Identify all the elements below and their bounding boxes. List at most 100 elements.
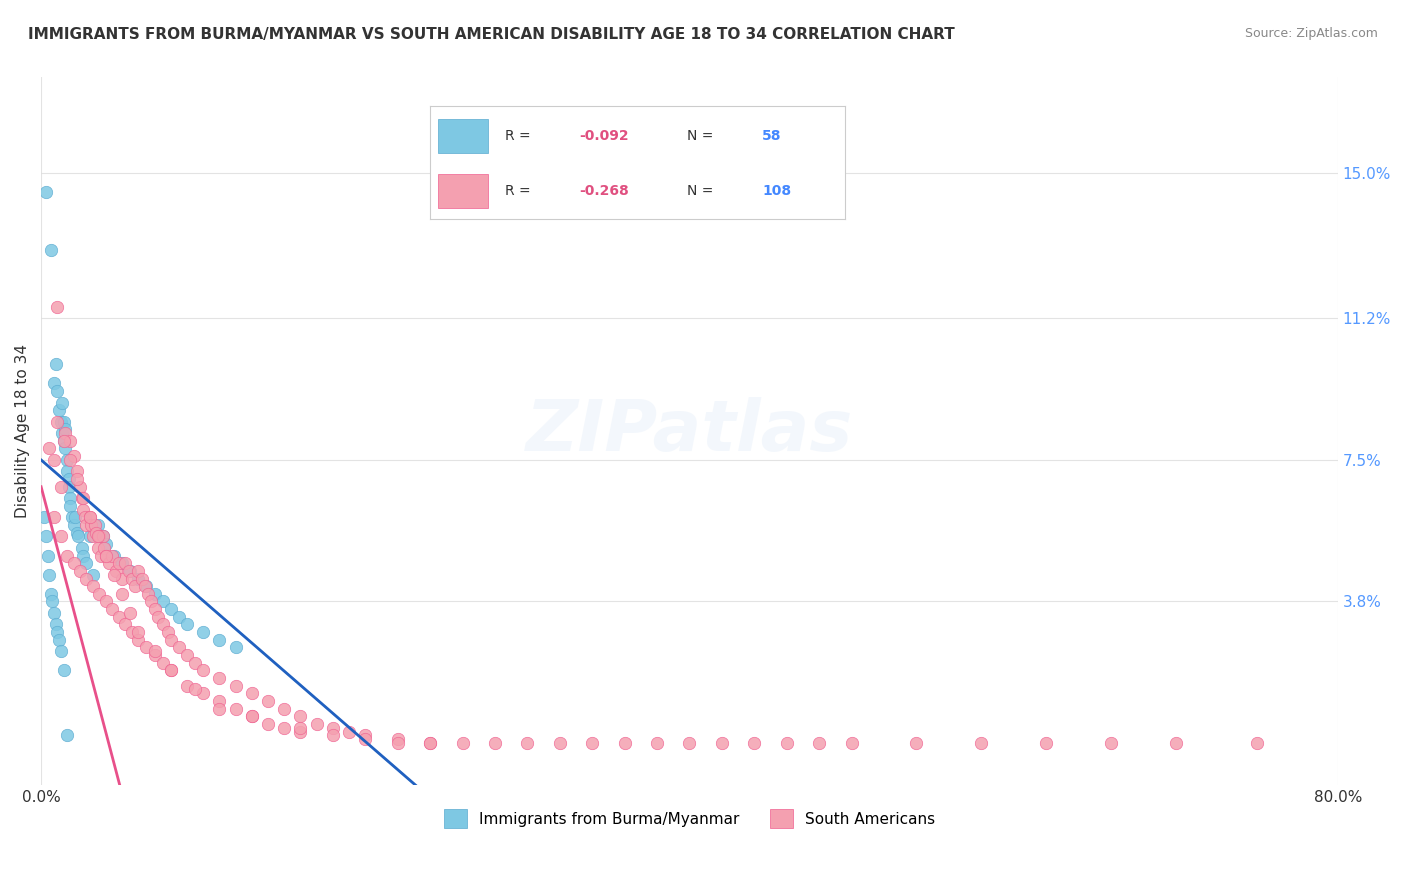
Point <box>111 572 134 586</box>
Point <box>66 465 89 479</box>
Point <box>136 587 159 601</box>
Point <box>273 701 295 715</box>
Point <box>82 579 104 593</box>
Point <box>39 587 62 601</box>
Point <box>111 587 134 601</box>
Point <box>127 572 149 586</box>
Point <box>152 617 174 632</box>
Point <box>225 701 247 715</box>
Point <box>581 736 603 750</box>
Point <box>135 640 157 655</box>
Point <box>49 480 72 494</box>
Point <box>193 663 215 677</box>
Point <box>127 625 149 640</box>
Point <box>66 525 89 540</box>
Point <box>70 541 93 555</box>
Point <box>101 549 124 563</box>
Point <box>208 632 231 647</box>
Point <box>290 709 312 723</box>
Point <box>451 736 474 750</box>
Point <box>52 434 75 448</box>
Point <box>127 632 149 647</box>
Point <box>108 609 131 624</box>
Point <box>38 442 60 456</box>
Point <box>51 395 73 409</box>
Point <box>101 602 124 616</box>
Point <box>322 721 344 735</box>
Point <box>548 736 571 750</box>
Point <box>83 518 105 533</box>
Point <box>159 632 181 647</box>
Point <box>104 564 127 578</box>
Point <box>387 736 409 750</box>
Point <box>176 648 198 662</box>
Point <box>184 682 207 697</box>
Point <box>176 679 198 693</box>
Point <box>305 717 328 731</box>
Point <box>114 617 136 632</box>
Point <box>38 567 60 582</box>
Point <box>35 185 58 199</box>
Point <box>58 480 80 494</box>
Point <box>59 499 82 513</box>
Point <box>516 736 538 750</box>
Point <box>72 549 94 563</box>
Point <box>87 541 110 555</box>
Point <box>69 564 91 578</box>
Point <box>124 579 146 593</box>
Point <box>69 480 91 494</box>
Point <box>841 736 863 750</box>
Point <box>58 472 80 486</box>
Point <box>45 357 67 371</box>
Point <box>1035 736 1057 750</box>
Point <box>159 602 181 616</box>
Point <box>42 606 65 620</box>
Point <box>970 736 993 750</box>
Point <box>94 549 117 563</box>
Point <box>52 415 75 429</box>
Y-axis label: Disability Age 18 to 34: Disability Age 18 to 34 <box>15 344 30 518</box>
Point <box>59 453 82 467</box>
Point <box>52 663 75 677</box>
Point <box>613 736 636 750</box>
Point <box>46 300 69 314</box>
Point <box>146 609 169 624</box>
Point <box>143 587 166 601</box>
Point <box>98 556 121 570</box>
Point <box>742 736 765 750</box>
Point <box>1164 736 1187 750</box>
Point <box>184 656 207 670</box>
Point <box>80 518 103 533</box>
Text: Source: ZipAtlas.com: Source: ZipAtlas.com <box>1244 27 1378 40</box>
Point <box>76 518 98 533</box>
Point <box>176 617 198 632</box>
Point <box>60 510 83 524</box>
Point <box>82 567 104 582</box>
Point <box>111 556 134 570</box>
Point <box>240 686 263 700</box>
Point <box>152 656 174 670</box>
Point <box>46 415 69 429</box>
Legend: Immigrants from Burma/Myanmar, South Americans: Immigrants from Burma/Myanmar, South Ame… <box>437 803 941 834</box>
Point <box>678 736 700 750</box>
Point <box>89 587 111 601</box>
Point <box>131 572 153 586</box>
Point <box>46 384 69 398</box>
Point <box>354 728 377 742</box>
Point <box>710 736 733 750</box>
Point <box>72 491 94 506</box>
Point <box>108 556 131 570</box>
Point <box>72 502 94 516</box>
Point <box>46 625 69 640</box>
Point <box>84 525 107 540</box>
Point <box>159 663 181 677</box>
Point <box>120 564 142 578</box>
Point <box>141 594 163 608</box>
Point <box>290 724 312 739</box>
Point <box>49 529 72 543</box>
Point <box>127 564 149 578</box>
Point <box>35 529 58 543</box>
Point <box>66 472 89 486</box>
Point <box>89 529 111 543</box>
Point <box>63 510 86 524</box>
